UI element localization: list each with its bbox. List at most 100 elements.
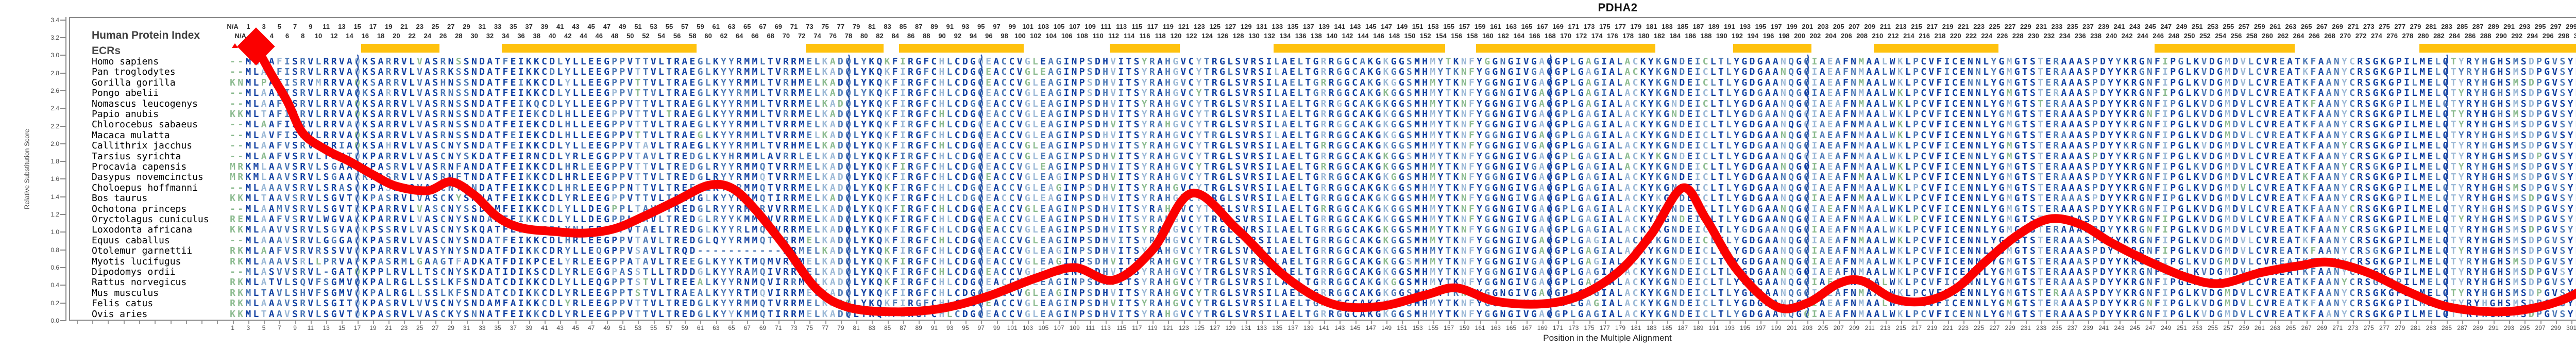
position-number: 161 — [1490, 23, 1501, 30]
x-tick — [2275, 321, 2277, 324]
plot-border — [69, 17, 2576, 321]
position-number: 168 — [1545, 32, 1556, 40]
x-tick — [1293, 321, 1294, 324]
x-tick-label: 67 — [743, 324, 751, 332]
position-number: 242 — [2121, 32, 2133, 40]
x-tick — [1745, 321, 1747, 324]
x-tick — [1901, 321, 1902, 324]
x-tick-label: 103 — [1023, 324, 1033, 332]
x-tick — [1449, 321, 1450, 324]
position-number: 186 — [1685, 32, 1697, 40]
x-tick — [2431, 321, 2432, 324]
position-number: 32 — [486, 32, 494, 40]
position-number: 160 — [1482, 32, 1494, 40]
position-number: 1 — [246, 23, 250, 30]
position-number: 202 — [1809, 32, 1821, 40]
x-tick-label: 39 — [525, 324, 533, 332]
position-number: 53 — [650, 23, 657, 30]
x-tick-label: 75 — [806, 324, 814, 332]
position-number: 248 — [2168, 32, 2180, 40]
y-tick-label: 2.6 — [50, 87, 59, 94]
position-number: 233 — [2051, 23, 2063, 30]
position-number: 116 — [1139, 32, 1150, 40]
species-label: Equus caballus — [92, 235, 170, 246]
x-tick-label: 189 — [1693, 324, 1704, 332]
x-tick-label: 165 — [1506, 324, 1517, 332]
x-tick-label: 135 — [1272, 324, 1283, 332]
position-number: 263 — [2285, 23, 2297, 30]
position-number: 37 — [525, 23, 533, 30]
position-number: 296 — [2542, 32, 2554, 40]
position-number: 174 — [1591, 32, 1603, 40]
y-tick — [60, 214, 66, 216]
x-tick — [2025, 321, 2027, 324]
x-tick-label: 261 — [2254, 324, 2265, 332]
x-tick — [919, 321, 920, 324]
x-tick-label: 183 — [1646, 324, 1657, 332]
position-number: 87 — [914, 23, 923, 30]
position-number: 139 — [1318, 23, 1330, 30]
x-tick — [1137, 321, 1138, 324]
position-number: N/A — [234, 32, 246, 40]
position-number: 223 — [1973, 23, 1985, 30]
position-number: 265 — [2300, 23, 2312, 30]
position-number: 40 — [548, 32, 556, 40]
x-tick — [1963, 321, 1964, 324]
x-tick — [217, 321, 218, 324]
position-number: 6 — [285, 32, 290, 40]
x-tick — [856, 321, 858, 324]
position-number: 129 — [1240, 23, 1252, 30]
x-tick — [1028, 321, 1029, 324]
x-tick-label: 143 — [1334, 324, 1345, 332]
x-tick — [404, 321, 405, 324]
position-number: 264 — [2293, 32, 2304, 40]
y-tick-label: 0.4 — [50, 281, 59, 289]
position-number: 146 — [1373, 32, 1384, 40]
x-tick-label: 149 — [1381, 324, 1392, 332]
position-number: 68 — [767, 32, 774, 40]
ecr-region-bar — [1476, 44, 1656, 53]
x-tick — [1417, 321, 1419, 324]
x-tick-label: 171 — [1552, 324, 1564, 332]
species-label: Ovis aries — [92, 308, 148, 320]
x-tick — [1215, 321, 1216, 324]
species-label: Myotis lucifugus — [92, 256, 181, 267]
x-axis-title: Position in the Multiple Alignment — [1543, 333, 1672, 343]
x-tick-label: 285 — [2442, 324, 2452, 332]
x-tick — [482, 321, 483, 324]
x-tick-label: 255 — [2208, 324, 2218, 332]
x-tick-label: 247 — [2145, 324, 2156, 332]
x-tick — [2353, 321, 2354, 324]
x-tick — [419, 321, 421, 324]
position-number: 119 — [1162, 23, 1174, 30]
x-tick-label: 15 — [338, 324, 346, 332]
position-number: 158 — [1466, 32, 1478, 40]
y-tick — [60, 143, 66, 144]
x-tick — [1994, 321, 1996, 324]
x-tick — [1106, 321, 1107, 324]
x-tick — [1183, 321, 1185, 324]
position-number: 272 — [2355, 32, 2367, 40]
position-number: 17 — [369, 23, 377, 30]
species-label: Bos taurus — [92, 193, 148, 204]
position-number: 63 — [727, 23, 736, 30]
x-tick — [981, 321, 982, 324]
position-number: 67 — [759, 23, 767, 30]
position-number: 137 — [1302, 23, 1314, 30]
x-tick — [2447, 321, 2448, 324]
x-tick — [560, 321, 562, 324]
x-tick-label: 209 — [1849, 324, 1860, 332]
position-number: 293 — [2519, 23, 2531, 30]
position-number: 107 — [1069, 23, 1080, 30]
position-number: 111 — [1100, 23, 1111, 30]
x-tick — [840, 321, 842, 324]
x-tick-label: 7 — [278, 324, 281, 332]
ecr-region-bar — [1109, 44, 1180, 53]
x-tick-label: 227 — [1989, 324, 2000, 332]
x-tick-label: 215 — [1895, 324, 1906, 332]
